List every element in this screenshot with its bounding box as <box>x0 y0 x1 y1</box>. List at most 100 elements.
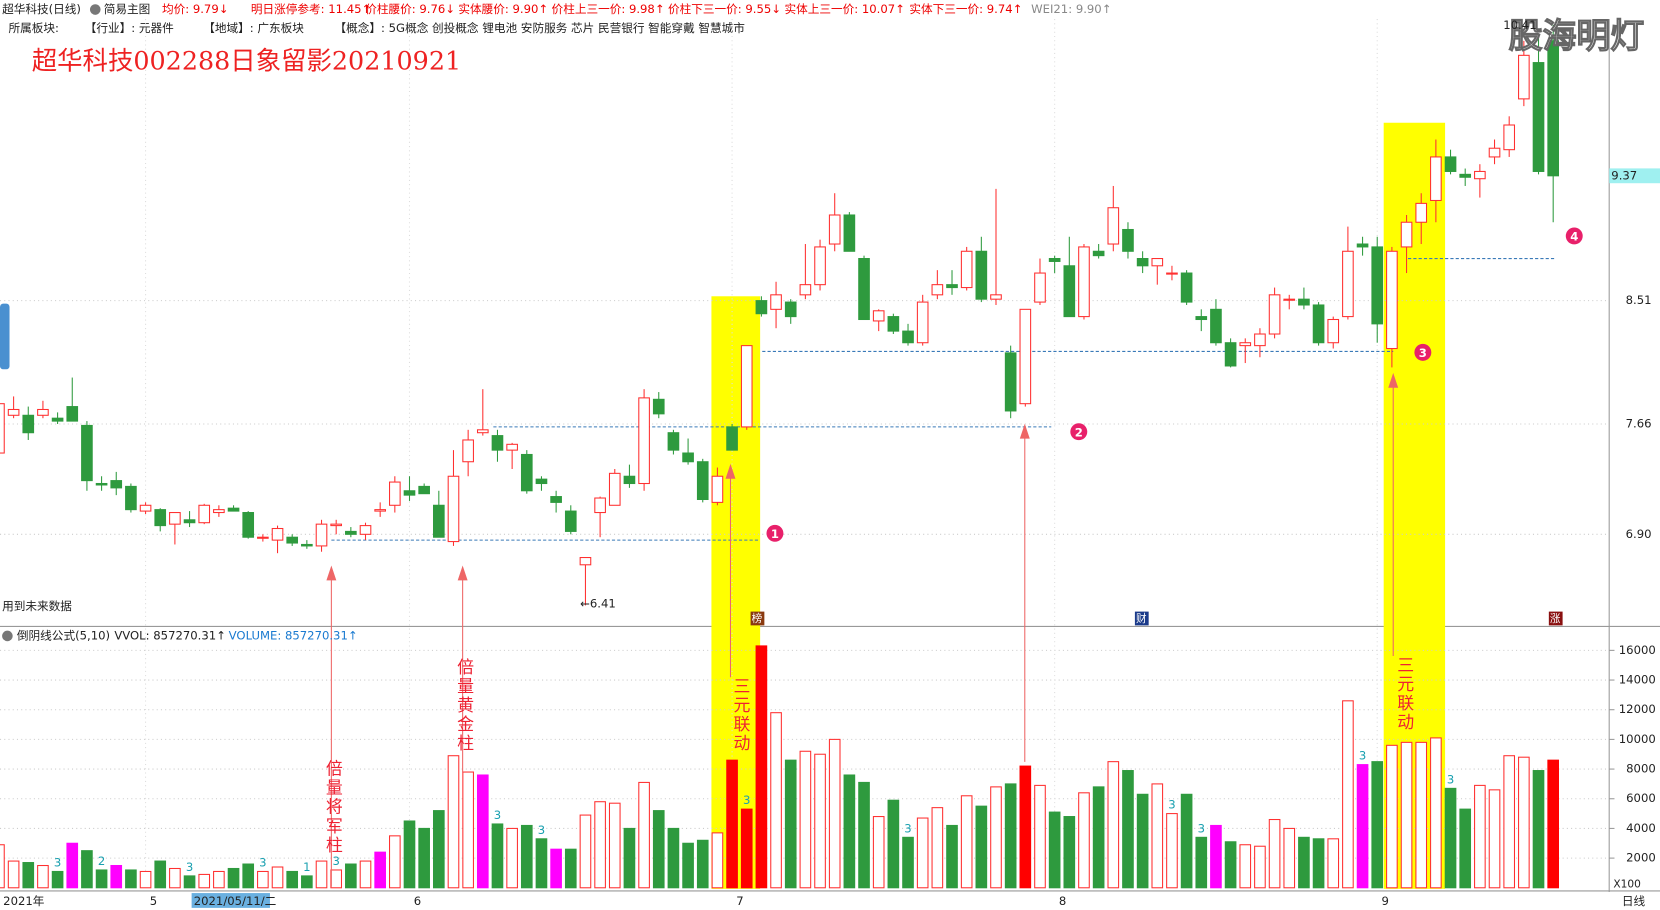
candle-body <box>1254 333 1266 347</box>
marker-label: 3 <box>1419 346 1427 360</box>
x-tick-label: 9 <box>1381 894 1388 908</box>
menu-icon[interactable] <box>2 630 13 642</box>
candle-body <box>95 482 108 486</box>
candle-body <box>389 481 401 506</box>
candle-body <box>1488 147 1501 158</box>
volume-bar <box>1078 792 1090 889</box>
volume-note: 3 <box>538 823 545 837</box>
volume-bar <box>652 810 665 889</box>
volume-bar <box>1371 761 1384 889</box>
sector-label: 所属板块: <box>8 21 58 35</box>
candle-body <box>1532 62 1545 172</box>
marker-label: 4 <box>1570 230 1578 244</box>
annotation: 三元联动 <box>730 677 750 753</box>
badge-box[interactable] <box>1134 611 1149 626</box>
volume-bar <box>1224 841 1237 889</box>
badge[interactable]: 财 <box>1136 612 1147 625</box>
volume-bar <box>1180 793 1193 889</box>
candle-body <box>579 557 592 566</box>
candle-body <box>916 301 929 344</box>
indicator: 价柱腰价: 9.76↓ <box>365 2 455 16</box>
volume-bar <box>682 842 694 889</box>
candle-body <box>491 435 504 451</box>
candle-body <box>359 525 372 535</box>
candle-body <box>1166 272 1178 275</box>
volume-bar <box>872 816 885 889</box>
candle-body <box>1400 221 1413 248</box>
candle-body <box>345 530 357 535</box>
volume-bar <box>432 810 445 889</box>
badge[interactable]: 榜 <box>752 612 763 625</box>
sector-industry: 【行业】: 元器件 <box>85 21 174 35</box>
candle-body <box>7 408 20 416</box>
annotation: 倍量将军柱 <box>323 760 343 855</box>
indicator: 价柱上三一价: 9.98↑ <box>552 2 665 16</box>
volume-bar <box>476 774 489 889</box>
volume-bar <box>1415 741 1428 889</box>
indicator: 明日涨停参考: 11.45↑ <box>251 2 371 16</box>
volume-bar <box>770 712 782 889</box>
badge[interactable]: 涨 <box>1550 613 1561 625</box>
candle-body <box>652 398 665 415</box>
candle-body <box>975 250 988 300</box>
volume-bar <box>22 862 35 889</box>
volume-bar <box>139 870 152 889</box>
marker-label: 1 <box>771 527 779 541</box>
badge-box[interactable] <box>1548 611 1563 626</box>
volume-bar <box>51 870 64 889</box>
candle-body <box>1547 40 1560 177</box>
indicator: 实体上三一价: 10.07↑ <box>784 2 904 16</box>
stock-name[interactable]: 超华科技(日线) <box>2 2 81 16</box>
candle-body <box>946 284 958 289</box>
period-label[interactable]: 日线 <box>1622 894 1646 908</box>
volume-bar <box>535 838 548 889</box>
volume-bar <box>389 835 401 889</box>
x-tick-label: 7 <box>736 894 743 908</box>
candle-body <box>828 214 841 245</box>
candle-body <box>374 509 386 512</box>
y-tick-label: 7.66 <box>1626 417 1652 431</box>
candle-body <box>462 439 474 463</box>
y-tick-label: 10000 <box>1619 732 1656 746</box>
volume-bar <box>1518 756 1530 889</box>
marker-label: 2 <box>1075 425 1083 439</box>
candle-body <box>330 523 343 527</box>
main-chart-mode[interactable]: 简易主图 <box>104 2 151 16</box>
volume-bar <box>1283 827 1296 889</box>
volume-bar <box>520 824 533 889</box>
volume-note: 3 <box>743 793 750 807</box>
candle-body <box>271 527 284 541</box>
marker-circle <box>1565 227 1583 245</box>
volume-bar <box>1459 808 1472 889</box>
candle-body <box>1327 318 1340 344</box>
volume-bar <box>916 817 929 889</box>
badge-box[interactable] <box>750 611 765 626</box>
marker-circle <box>1414 343 1432 361</box>
volume-bar <box>1136 793 1149 889</box>
menu-icon[interactable] <box>89 4 101 15</box>
side-tab[interactable] <box>0 303 10 370</box>
volume-bar <box>66 842 79 889</box>
volume-bar <box>1532 770 1545 889</box>
candle-body <box>242 512 255 538</box>
volume-note: 3 <box>494 808 501 822</box>
volume-bar <box>403 820 416 889</box>
candle-body <box>1268 294 1281 335</box>
volume-bar <box>667 827 680 889</box>
candle-body <box>1474 170 1486 180</box>
volume-bar <box>1048 811 1061 889</box>
y-tick-label: 6.90 <box>1626 527 1652 541</box>
volume-bar <box>1488 789 1501 889</box>
volume-bar <box>1195 836 1208 889</box>
volume-bar <box>183 875 196 889</box>
volume-bar <box>726 759 738 889</box>
arrow-head <box>725 463 736 479</box>
candle-body <box>931 284 944 296</box>
indicator: 均价: 9.79↓ <box>162 2 229 16</box>
volume-bar <box>740 808 753 889</box>
marker-circle <box>766 524 784 542</box>
x-tick-label: 5 <box>150 894 157 908</box>
volume-formula[interactable]: 倒阴线公式(5,10) <box>17 628 110 642</box>
volume-bar <box>1503 755 1516 889</box>
candle-body <box>770 294 782 310</box>
